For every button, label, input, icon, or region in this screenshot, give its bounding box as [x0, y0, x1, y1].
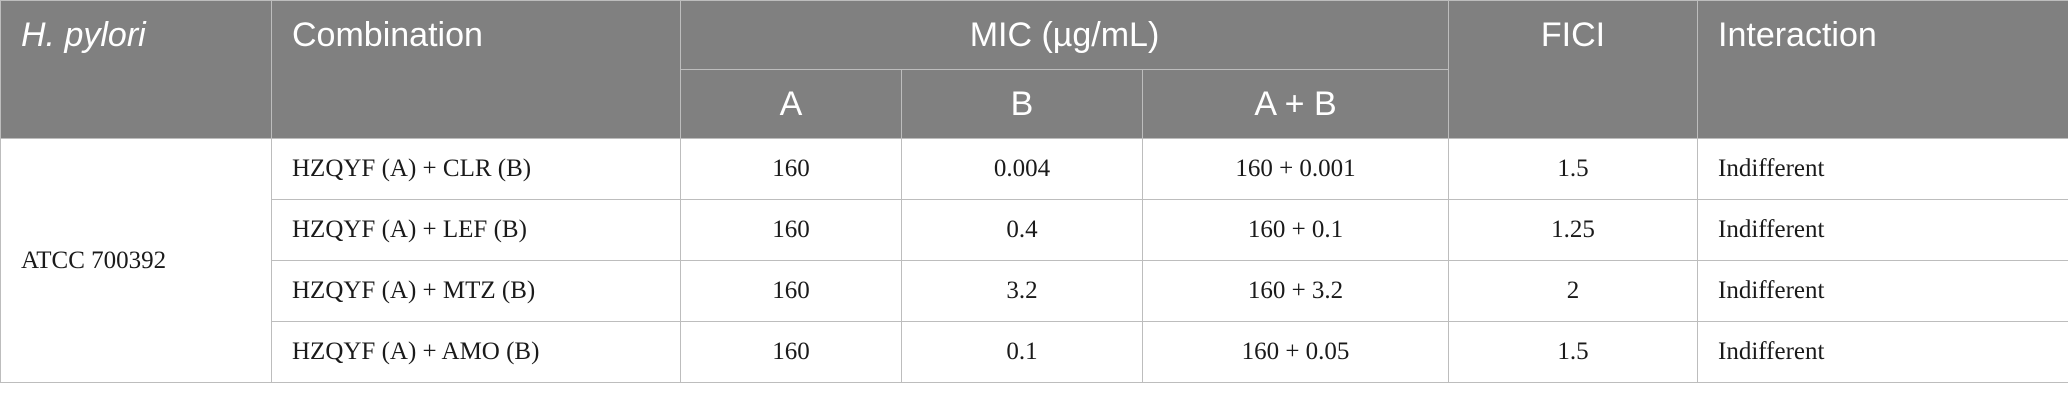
table-row: ATCC 700392 HZQYF (A) + CLR (B) 160 0.00…: [0, 138, 2068, 383]
cell-strain: ATCC 700392: [0, 138, 272, 383]
header-fici: FICI: [1448, 0, 1699, 139]
cell-fici: 1.5: [1448, 321, 1699, 383]
table-row: HZQYF (A) + AMO (B) 160 0.1 160 + 0.05 1…: [1, 321, 2068, 383]
cell-mic-b: 3.2: [901, 260, 1143, 322]
cell-combination: HZQYF (A) + LEF (B): [271, 199, 681, 261]
cell-mic-ab: 160 + 0.1: [1141, 199, 1450, 261]
cell-combination: HZQYF (A) + CLR (B): [271, 138, 681, 200]
cell-mic-b: 0.004: [901, 138, 1143, 200]
header-mic-group: MIC (µg/mL): [679, 0, 1450, 70]
cell-mic-a: 160: [680, 199, 902, 261]
table-row: HZQYF (A) + MTZ (B) 160 3.2 160 + 3.2 2 …: [1, 260, 2068, 322]
mic-table: H. pylori Combination MIC (µg/mL) FICI I…: [0, 0, 2068, 383]
cell-fici: 1.5: [1448, 138, 1699, 200]
cell-mic-a: 160: [680, 138, 902, 200]
cell-mic-b: 0.1: [901, 321, 1143, 383]
cell-interaction: Indifferent: [1697, 321, 2068, 383]
header-mic-ab: A + B: [1141, 69, 1450, 139]
table-body: ATCC 700392 HZQYF (A) + CLR (B) 160 0.00…: [0, 138, 2068, 383]
cell-interaction: Indifferent: [1697, 260, 2068, 322]
cell-fici: 2: [1448, 260, 1699, 322]
cell-interaction: Indifferent: [1697, 138, 2068, 200]
cell-mic-b: 0.4: [901, 199, 1143, 261]
cell-combination: HZQYF (A) + AMO (B): [271, 321, 681, 383]
cell-combination: HZQYF (A) + MTZ (B): [271, 260, 681, 322]
cell-fici: 1.25: [1448, 199, 1699, 261]
header-strain: H. pylori: [0, 0, 272, 139]
cell-mic-a: 160: [680, 260, 902, 322]
table-header: H. pylori Combination MIC (µg/mL) FICI I…: [0, 0, 2068, 139]
header-mic-b: B: [901, 69, 1143, 139]
header-combination: Combination: [271, 0, 681, 139]
table-row: HZQYF (A) + LEF (B) 160 0.4 160 + 0.1 1.…: [1, 199, 2068, 261]
cell-interaction: Indifferent: [1697, 199, 2068, 261]
cell-mic-a: 160: [680, 321, 902, 383]
cell-mic-ab: 160 + 0.05: [1141, 321, 1450, 383]
header-interaction: Interaction: [1697, 0, 2068, 139]
cell-mic-ab: 160 + 0.001: [1141, 138, 1450, 200]
header-mic-a: A: [680, 69, 902, 139]
cell-mic-ab: 160 + 3.2: [1141, 260, 1450, 322]
